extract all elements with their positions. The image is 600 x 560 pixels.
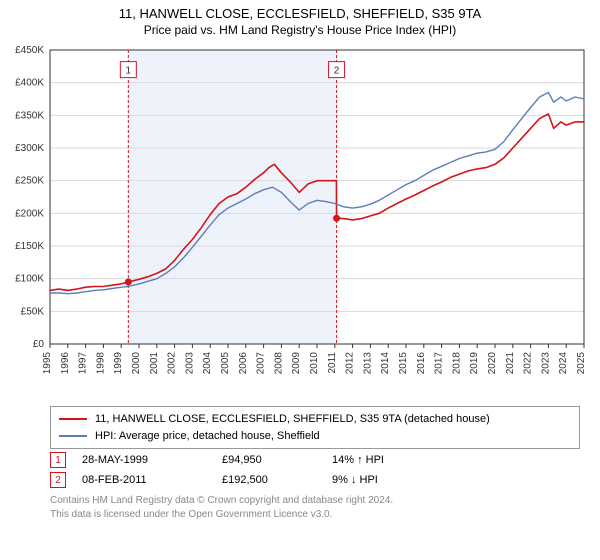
- svg-text:2006: 2006: [238, 352, 249, 375]
- svg-text:1996: 1996: [60, 352, 71, 375]
- svg-text:2016: 2016: [416, 352, 427, 375]
- table-row: 1 28-MAY-1999 £94,950 14% ↑ HPI: [50, 450, 432, 470]
- svg-text:2005: 2005: [220, 352, 231, 375]
- svg-text:2010: 2010: [309, 352, 320, 375]
- svg-text:2009: 2009: [291, 352, 302, 375]
- svg-text:2024: 2024: [558, 352, 569, 375]
- svg-text:2022: 2022: [523, 352, 534, 375]
- transaction-date: 28-MAY-1999: [82, 454, 222, 466]
- footer-line: Contains HM Land Registry data © Crown c…: [50, 494, 393, 508]
- svg-text:1998: 1998: [95, 352, 106, 375]
- svg-text:£300K: £300K: [15, 143, 44, 154]
- transaction-price: £192,500: [222, 474, 332, 486]
- svg-text:£150K: £150K: [15, 241, 44, 252]
- svg-text:1999: 1999: [113, 352, 124, 375]
- svg-text:2021: 2021: [505, 352, 516, 375]
- svg-text:£250K: £250K: [15, 176, 44, 187]
- svg-text:2002: 2002: [167, 352, 178, 375]
- svg-text:2011: 2011: [327, 352, 338, 374]
- svg-text:1997: 1997: [78, 352, 89, 375]
- svg-text:1: 1: [126, 66, 132, 77]
- svg-text:2001: 2001: [149, 352, 160, 375]
- transaction-price: £94,950: [222, 454, 332, 466]
- svg-text:2023: 2023: [540, 352, 551, 375]
- svg-text:2004: 2004: [202, 352, 213, 375]
- footer: Contains HM Land Registry data © Crown c…: [50, 494, 393, 521]
- transaction-delta: 9% ↓ HPI: [332, 474, 432, 486]
- svg-text:£350K: £350K: [15, 110, 44, 121]
- transaction-marker: 2: [50, 472, 66, 488]
- footer-line: This data is licensed under the Open Gov…: [50, 508, 393, 522]
- legend-swatch: [59, 418, 87, 420]
- svg-text:2015: 2015: [398, 352, 409, 375]
- legend: 11, HANWELL CLOSE, ECCLESFIELD, SHEFFIEL…: [50, 406, 580, 449]
- svg-text:2020: 2020: [487, 352, 498, 375]
- transaction-marker: 1: [50, 452, 66, 468]
- svg-text:2008: 2008: [273, 352, 284, 375]
- chart-plot: £0 £50K £100K £150K £200K £250K £300K £350K £400…: [0, 44, 600, 400]
- svg-text:£100K: £100K: [15, 274, 44, 285]
- legend-label: 11, HANWELL CLOSE, ECCLESFIELD, SHEFFIEL…: [95, 411, 490, 428]
- svg-text:2000: 2000: [131, 352, 142, 375]
- legend-item: HPI: Average price, detached house, Shef…: [59, 428, 571, 445]
- svg-text:2: 2: [334, 66, 340, 77]
- svg-text:2019: 2019: [469, 352, 480, 375]
- svg-text:2003: 2003: [184, 352, 195, 375]
- chart-container: 11, HANWELL CLOSE, ECCLESFIELD, SHEFFIEL…: [0, 0, 600, 560]
- legend-swatch: [59, 435, 87, 437]
- svg-text:2025: 2025: [576, 352, 587, 375]
- svg-text:2007: 2007: [256, 352, 267, 375]
- svg-text:2017: 2017: [434, 352, 445, 375]
- svg-text:£0: £0: [33, 339, 45, 350]
- svg-text:1995: 1995: [42, 352, 53, 375]
- svg-text:2013: 2013: [362, 352, 373, 375]
- svg-text:2012: 2012: [345, 352, 356, 375]
- svg-text:£400K: £400K: [15, 78, 44, 89]
- transactions-table: 1 28-MAY-1999 £94,950 14% ↑ HPI 2 08-FEB…: [50, 450, 432, 490]
- svg-text:2018: 2018: [451, 352, 462, 375]
- svg-text:£450K: £450K: [15, 45, 44, 56]
- chart-subtitle: Price paid vs. HM Land Registry's House …: [0, 21, 600, 37]
- transaction-delta: 14% ↑ HPI: [332, 454, 432, 466]
- chart-title: 11, HANWELL CLOSE, ECCLESFIELD, SHEFFIEL…: [0, 0, 600, 21]
- svg-text:£200K: £200K: [15, 208, 44, 219]
- svg-text:2014: 2014: [380, 352, 391, 375]
- legend-item: 11, HANWELL CLOSE, ECCLESFIELD, SHEFFIEL…: [59, 411, 571, 428]
- svg-text:£50K: £50K: [21, 306, 45, 317]
- table-row: 2 08-FEB-2011 £192,500 9% ↓ HPI: [50, 470, 432, 490]
- legend-label: HPI: Average price, detached house, Shef…: [95, 428, 320, 445]
- transaction-date: 08-FEB-2011: [82, 474, 222, 486]
